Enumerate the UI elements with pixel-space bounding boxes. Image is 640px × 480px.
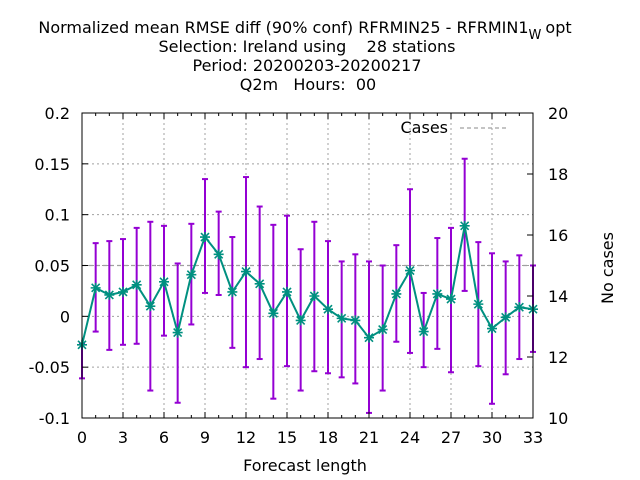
series-point-marker <box>405 265 415 276</box>
y-tick-label: 0.2 <box>45 104 70 123</box>
x-axis-label: Forecast length <box>243 456 367 475</box>
x-tick-label: 18 <box>318 428 338 447</box>
title-line-3: Period: 20200203-20200217 <box>192 56 421 75</box>
series-point-marker <box>227 286 238 297</box>
series-point-marker <box>282 286 292 297</box>
x-tick-label: 24 <box>400 428 420 447</box>
x-tick-label: 3 <box>118 428 128 447</box>
series-line <box>81 225 534 346</box>
y-tick-label: 0.15 <box>34 155 70 174</box>
series-point-marker <box>104 289 115 300</box>
series-point-marker <box>473 299 484 310</box>
title-line-1: Normalized mean RMSE diff (90% conf) RFR… <box>38 18 571 43</box>
x-tick-label: 9 <box>200 428 210 447</box>
series-point-marker <box>323 304 333 315</box>
y-tick-label: -0.05 <box>29 358 70 377</box>
y2-tick-label: 20 <box>548 104 568 123</box>
y-tick-label: 0.1 <box>45 206 70 225</box>
series-point-marker <box>514 302 525 313</box>
y2-tick-label: 18 <box>548 165 568 184</box>
series-point-marker <box>446 294 456 305</box>
y-tick-label: 0 <box>60 307 70 326</box>
series-point-marker <box>295 315 306 326</box>
series-point-marker <box>131 279 142 290</box>
series-point-marker <box>268 308 279 319</box>
x-axis-ticks: 0 3 6 9 12 15 18 21 24 27 30 33 <box>77 113 543 447</box>
series-point-marker <box>90 282 101 293</box>
title-line-2: Selection: Ireland using 28 stations <box>158 37 455 56</box>
series-point-marker <box>487 323 497 334</box>
series-point-marker <box>500 312 511 323</box>
series-point-marker <box>418 326 429 337</box>
x-tick-label: 12 <box>236 428 256 447</box>
series-point-marker <box>118 286 128 297</box>
title-line-1-tail: opt <box>545 18 571 37</box>
series-point-marker <box>350 315 361 326</box>
series-point-marker <box>459 220 470 231</box>
series-point-marker <box>309 291 320 301</box>
series-point-marker <box>145 301 156 312</box>
x-tick-label: 21 <box>359 428 379 447</box>
x-tick-label: 0 <box>77 428 87 447</box>
series-point-marker <box>432 288 443 299</box>
rmse-diff-series <box>77 220 538 350</box>
series-point-marker <box>200 232 210 243</box>
y2-tick-label: 12 <box>548 348 568 367</box>
x-tick-label: 30 <box>482 428 502 447</box>
x-tick-label: 6 <box>159 428 169 447</box>
series-point-marker <box>391 288 402 299</box>
error-bars <box>79 157 536 414</box>
legend-label-cases: Cases <box>401 118 449 137</box>
title-line-1-main: Normalized mean RMSE diff (90% conf) RFR… <box>38 18 528 37</box>
series-point-marker <box>377 324 388 335</box>
y2-axis-ticks: 20 18 16 14 12 10 <box>527 104 568 428</box>
y-tick-label: 0.05 <box>34 257 70 276</box>
y-axis-ticks: 0.2 0.15 0.1 0.05 0 -0.05 -0.1 <box>29 104 88 428</box>
series-point-marker <box>159 276 169 287</box>
y2-tick-label: 16 <box>548 226 568 245</box>
series-point-marker <box>364 332 374 343</box>
y-tick-label: -0.1 <box>39 409 70 428</box>
x-tick-label: 33 <box>523 428 543 447</box>
series-point-marker <box>213 249 224 260</box>
x-tick-label: 15 <box>277 428 297 447</box>
y2-axis-label: No cases <box>598 232 617 304</box>
x-tick-label: 27 <box>441 428 461 447</box>
series-point-marker <box>172 327 183 338</box>
series-point-marker <box>254 278 265 289</box>
series-point-marker <box>241 266 251 277</box>
y2-tick-label: 14 <box>548 287 568 306</box>
title-line-1-sub: W <box>529 28 542 43</box>
series-point-marker <box>186 269 197 280</box>
chart-title: Normalized mean RMSE diff (90% conf) RFR… <box>38 18 571 94</box>
legend: Cases <box>401 118 506 137</box>
title-line-4: Q2m Hours: 00 <box>240 75 376 94</box>
y2-tick-label: 10 <box>548 409 568 428</box>
series-point-marker <box>336 313 347 324</box>
